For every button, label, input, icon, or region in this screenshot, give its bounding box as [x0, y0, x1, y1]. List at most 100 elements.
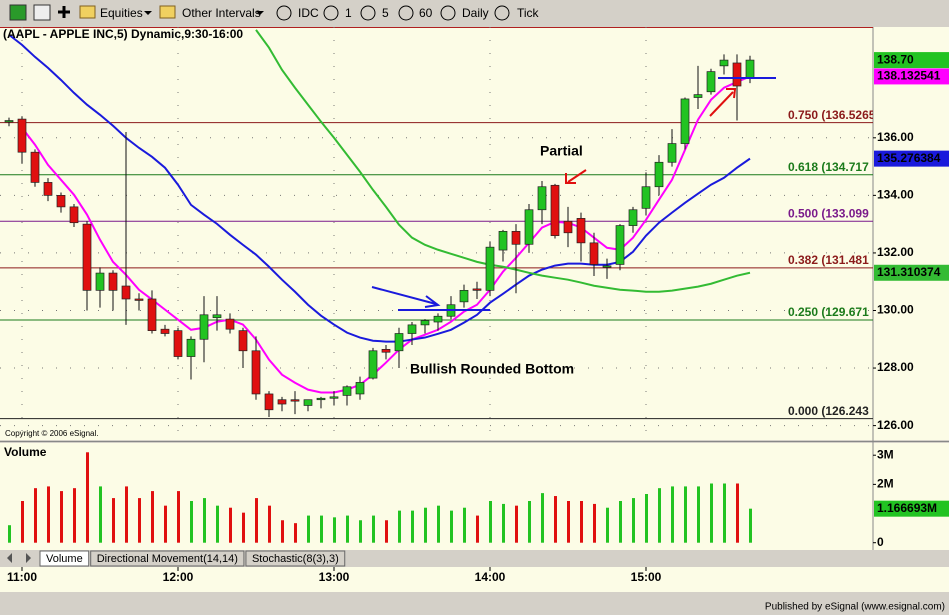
- volume-bar: [60, 491, 63, 543]
- volume-bar: [398, 510, 401, 543]
- candle-body: [602, 265, 612, 268]
- volume-bar: [255, 498, 258, 543]
- candle-body: [69, 206, 79, 224]
- volume-bar: [138, 498, 141, 543]
- volume-plot: [8, 452, 752, 543]
- candle-body: [108, 272, 118, 291]
- value-box-label: 138.132541: [877, 69, 941, 83]
- candle-body: [303, 399, 313, 406]
- volume-bar: [164, 505, 167, 543]
- value-box-label: 131.310374: [877, 265, 941, 279]
- volume-bar: [593, 503, 596, 543]
- chart-title: (AAPL - APPLE INC,5) Dynamic,9:30-16:00: [3, 27, 243, 41]
- candle-body: [368, 350, 378, 379]
- volume-bar: [619, 501, 622, 543]
- value-box: [874, 264, 949, 281]
- candle-body: [394, 333, 404, 352]
- volume-bar: [99, 486, 102, 543]
- toolbar-icons: [9, 4, 510, 21]
- candle-body: [238, 330, 248, 352]
- toolbar-item: 60: [419, 6, 433, 20]
- volume-bar: [229, 507, 232, 543]
- candle-body: [498, 230, 508, 251]
- candle-body: [147, 298, 157, 331]
- volume-bar: [242, 512, 245, 543]
- tab-frame: [39, 550, 90, 567]
- volume-bar: [736, 483, 739, 543]
- fib-label: 0.618 (134.717: [788, 160, 869, 174]
- value-box: [874, 68, 949, 85]
- status-bar: [0, 598, 949, 615]
- toolbar-item: 1: [345, 6, 352, 20]
- volume-bar: [567, 501, 570, 543]
- candle-body: [43, 182, 53, 196]
- volume-bar: [476, 515, 479, 543]
- candle-body: [381, 348, 391, 353]
- tab[interactable]: Volume: [46, 553, 83, 565]
- volume-bar: [528, 501, 531, 543]
- candle-body: [212, 314, 222, 319]
- toolbar-item: IDC: [298, 6, 319, 20]
- candle-body: [524, 209, 534, 245]
- candle-body: [563, 220, 573, 234]
- candle-body: [251, 350, 261, 395]
- volume-bar: [281, 520, 284, 543]
- volume-bar: [710, 483, 713, 543]
- value-box: [874, 52, 949, 69]
- value-box-label: 135.276384: [877, 151, 941, 165]
- toolbar-item: 5: [382, 6, 389, 20]
- fib-label: 0.500 (133.099: [788, 206, 869, 220]
- candle-body: [56, 195, 66, 208]
- volume-bar: [372, 515, 375, 543]
- volume-bar: [411, 510, 414, 543]
- volume-bar: [463, 507, 466, 543]
- candle-body: [329, 396, 339, 399]
- tab[interactable]: Stochastic(8(3),3): [252, 553, 339, 565]
- x-tick-label: 12:00: [163, 570, 194, 584]
- y-tick-label: 134.00: [877, 188, 914, 202]
- toolbar-item: Other Intervals: [182, 6, 261, 20]
- candle-body: [667, 143, 677, 163]
- volume-bar: [73, 488, 76, 543]
- candle-body: [680, 98, 690, 144]
- candle-body: [264, 393, 274, 411]
- volume-bar: [346, 515, 349, 543]
- tab-scroll: [7, 553, 31, 563]
- candle-body: [615, 225, 625, 265]
- toolbar-item: Tick: [517, 6, 540, 20]
- candle-body: [30, 151, 40, 183]
- volume-bar: [8, 525, 11, 543]
- candle-body: [134, 298, 144, 301]
- y-tick-label: 136.00: [877, 130, 914, 144]
- volume-bar: [151, 491, 154, 543]
- candle-body: [82, 223, 92, 291]
- time-axis: [0, 567, 949, 592]
- candle-body: [95, 272, 105, 291]
- candle-body: [290, 399, 300, 402]
- tab[interactable]: Directional Movement(14,14): [97, 553, 238, 565]
- candle-body: [654, 161, 664, 188]
- candle-body: [459, 289, 469, 303]
- volume-bar: [21, 501, 24, 543]
- tab-frame: [90, 550, 245, 567]
- candle-body: [745, 59, 755, 78]
- candle-body: [472, 288, 482, 291]
- volume-bar: [554, 496, 557, 543]
- toolbar-item: Daily: [462, 6, 489, 20]
- moving-average: [8, 33, 751, 343]
- volume-tick-label: 3M: [877, 447, 894, 461]
- y-tick-label: 128.00: [877, 360, 914, 374]
- candle-body: [121, 285, 131, 300]
- volume-bar: [723, 483, 726, 543]
- volume-bar: [580, 501, 583, 543]
- volume-bar: [216, 505, 219, 543]
- volume-bar: [502, 503, 505, 543]
- candle-body: [407, 324, 417, 334]
- volume-bar: [34, 488, 37, 543]
- volume-bar: [645, 494, 648, 543]
- candle-body: [732, 62, 742, 87]
- volume-title: Volume: [4, 445, 47, 459]
- fib-label: 0.250 (129.671: [788, 305, 869, 319]
- candle-body: [511, 230, 521, 245]
- volume-bar: [320, 515, 323, 543]
